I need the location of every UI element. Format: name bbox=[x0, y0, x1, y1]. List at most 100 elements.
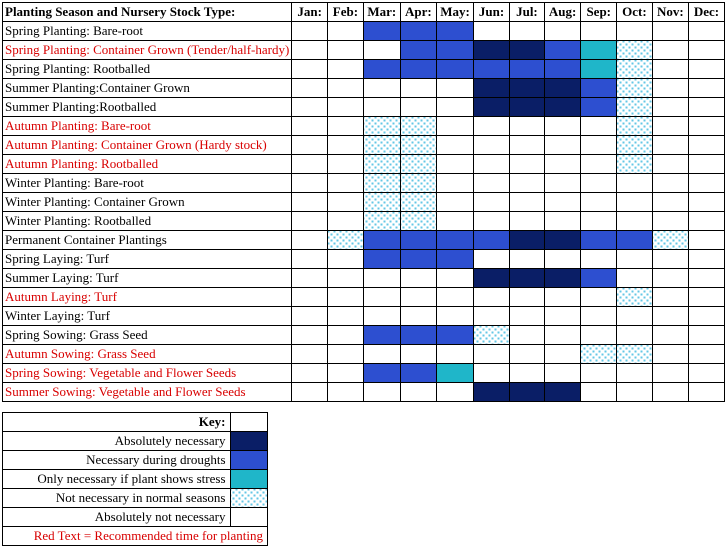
cell bbox=[437, 250, 474, 269]
cell bbox=[652, 41, 688, 60]
cell bbox=[581, 98, 617, 117]
cell bbox=[509, 288, 544, 307]
legend-label-5: Absolutely not necessary bbox=[3, 508, 231, 527]
month-header-8: Sep: bbox=[581, 3, 617, 22]
cell bbox=[581, 60, 617, 79]
cell bbox=[652, 250, 688, 269]
cell bbox=[437, 345, 474, 364]
legend-swatch-4 bbox=[230, 489, 268, 508]
cell bbox=[474, 193, 510, 212]
cell bbox=[581, 364, 617, 383]
cell bbox=[581, 174, 617, 193]
cell bbox=[363, 212, 400, 231]
table-row: Autumn Laying: Turf bbox=[3, 288, 725, 307]
cell bbox=[581, 193, 617, 212]
cell bbox=[400, 383, 436, 402]
cell bbox=[328, 98, 364, 117]
cell bbox=[400, 269, 436, 288]
cell bbox=[509, 41, 544, 60]
table-row: Summer Sowing: Vegetable and Flower Seed… bbox=[3, 383, 725, 402]
cell bbox=[400, 231, 436, 250]
row-label: Summer Laying: Turf bbox=[3, 269, 292, 288]
cell bbox=[328, 41, 364, 60]
cell bbox=[328, 22, 364, 41]
cell bbox=[437, 383, 474, 402]
cell bbox=[617, 269, 653, 288]
cell bbox=[437, 174, 474, 193]
cell bbox=[474, 212, 510, 231]
cell bbox=[652, 155, 688, 174]
row-label: Summer Planting:Rootballed bbox=[3, 98, 292, 117]
cell bbox=[617, 136, 653, 155]
cell bbox=[544, 345, 580, 364]
cell bbox=[292, 364, 328, 383]
cell bbox=[509, 136, 544, 155]
month-header-9: Oct: bbox=[617, 3, 653, 22]
cell bbox=[544, 60, 580, 79]
cell bbox=[581, 383, 617, 402]
cell bbox=[509, 60, 544, 79]
cell bbox=[544, 288, 580, 307]
cell bbox=[437, 231, 474, 250]
table-row: Summer Planting:Container Grown bbox=[3, 79, 725, 98]
row-label: Winter Planting: Bare-root bbox=[3, 174, 292, 193]
cell bbox=[581, 212, 617, 231]
cell bbox=[292, 193, 328, 212]
cell bbox=[617, 41, 653, 60]
cell bbox=[363, 193, 400, 212]
cell bbox=[400, 60, 436, 79]
row-label: Winter Planting: Container Grown bbox=[3, 193, 292, 212]
cell bbox=[652, 307, 688, 326]
cell bbox=[363, 269, 400, 288]
cell bbox=[437, 364, 474, 383]
cell bbox=[509, 155, 544, 174]
cell bbox=[363, 307, 400, 326]
cell bbox=[292, 155, 328, 174]
row-label: Spring Planting: Container Grown (Tender… bbox=[3, 41, 292, 60]
cell bbox=[509, 269, 544, 288]
cell bbox=[474, 269, 510, 288]
legend-swatch-1 bbox=[230, 432, 268, 451]
cell bbox=[652, 136, 688, 155]
cell bbox=[581, 288, 617, 307]
cell bbox=[652, 383, 688, 402]
cell bbox=[363, 60, 400, 79]
cell bbox=[581, 269, 617, 288]
row-label: Winter Laying: Turf bbox=[3, 307, 292, 326]
cell bbox=[509, 345, 544, 364]
cell bbox=[652, 79, 688, 98]
cell bbox=[328, 117, 364, 136]
cell bbox=[689, 193, 725, 212]
row-label: Spring Sowing: Vegetable and Flower Seed… bbox=[3, 364, 292, 383]
table-row: Spring Planting: Container Grown (Tender… bbox=[3, 41, 725, 60]
row-label: Permanent Container Plantings bbox=[3, 231, 292, 250]
cell bbox=[617, 288, 653, 307]
cell bbox=[544, 269, 580, 288]
table-row: Autumn Planting: Container Grown (Hardy … bbox=[3, 136, 725, 155]
cell bbox=[617, 326, 653, 345]
cell bbox=[292, 383, 328, 402]
cell bbox=[437, 288, 474, 307]
cell bbox=[617, 79, 653, 98]
month-header-0: Jan: bbox=[292, 3, 328, 22]
cell bbox=[363, 383, 400, 402]
cell bbox=[617, 364, 653, 383]
cell bbox=[509, 79, 544, 98]
cell bbox=[581, 307, 617, 326]
cell bbox=[689, 155, 725, 174]
table-row: Spring Planting: Rootballed bbox=[3, 60, 725, 79]
cell bbox=[474, 383, 510, 402]
cell bbox=[292, 269, 328, 288]
cell bbox=[474, 117, 510, 136]
cell bbox=[363, 155, 400, 174]
table-row: Winter Planting: Container Grown bbox=[3, 193, 725, 212]
cell bbox=[292, 345, 328, 364]
cell bbox=[400, 364, 436, 383]
cell bbox=[328, 79, 364, 98]
cell bbox=[437, 98, 474, 117]
cell bbox=[509, 117, 544, 136]
cell bbox=[292, 41, 328, 60]
cell bbox=[617, 22, 653, 41]
cell bbox=[581, 231, 617, 250]
month-header-1: Feb: bbox=[328, 3, 364, 22]
